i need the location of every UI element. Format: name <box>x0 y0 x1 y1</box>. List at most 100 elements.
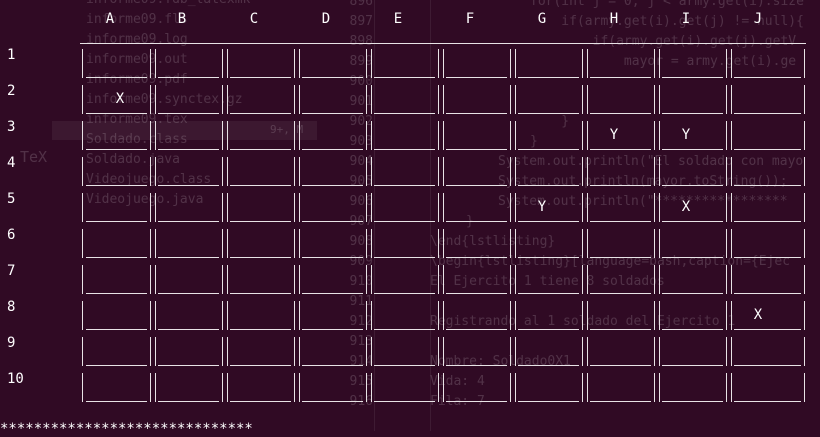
cell-border <box>804 85 805 114</box>
row-label: 9 <box>7 335 16 351</box>
cell-bottom <box>158 329 219 330</box>
column-label: I <box>681 11 691 27</box>
column-label: D <box>321 11 331 27</box>
cell-border <box>443 229 444 258</box>
cell-border <box>366 49 367 78</box>
cell-bottom <box>662 365 723 366</box>
cell-border <box>150 85 151 114</box>
cell-border <box>587 157 588 186</box>
cell-bottom <box>86 401 147 402</box>
cell-border <box>731 229 732 258</box>
cell-border <box>515 337 516 366</box>
cell-bottom <box>734 401 801 402</box>
cell-bottom <box>86 113 147 114</box>
cell-bottom <box>302 293 363 294</box>
cell-bottom <box>230 77 291 78</box>
cell-border <box>371 229 372 258</box>
cell-border <box>587 49 588 78</box>
cell-border <box>659 301 660 330</box>
cell-bottom <box>86 329 147 330</box>
cell-bottom <box>374 365 435 366</box>
cell-border <box>150 193 151 222</box>
cell-border <box>438 193 439 222</box>
cell-border <box>222 301 223 330</box>
cell-border <box>227 301 228 330</box>
cell-border <box>155 121 156 150</box>
cell-border <box>438 157 439 186</box>
cell-border <box>515 265 516 294</box>
cell-bottom <box>230 329 291 330</box>
cell-bottom <box>374 401 435 402</box>
cell-border <box>82 85 83 114</box>
cell-border <box>659 229 660 258</box>
cell-border <box>510 193 511 222</box>
column-label: A <box>105 11 115 27</box>
cell-border <box>222 373 223 402</box>
cell-border <box>366 229 367 258</box>
cell-border <box>515 85 516 114</box>
cell-border <box>582 265 583 294</box>
cell-bottom <box>734 365 801 366</box>
cell-border <box>582 49 583 78</box>
cell-border <box>587 229 588 258</box>
cell-border <box>731 49 732 78</box>
cell-bottom <box>590 113 651 114</box>
cell-bottom <box>518 77 579 78</box>
cell-border <box>587 121 588 150</box>
cell-border <box>438 49 439 78</box>
row-label: 4 <box>7 155 16 171</box>
cell-border <box>294 49 295 78</box>
cell-border <box>659 85 660 114</box>
cell-border <box>366 337 367 366</box>
board-mark-y: Y <box>681 127 691 143</box>
cell-border <box>726 337 727 366</box>
cell-border <box>659 49 660 78</box>
cell-border <box>294 229 295 258</box>
cell-bottom <box>590 77 651 78</box>
board-mark-x: X <box>115 91 125 107</box>
cell-border <box>587 337 588 366</box>
cell-border <box>155 157 156 186</box>
cell-border <box>222 337 223 366</box>
cell-border <box>371 157 372 186</box>
cell-border <box>443 337 444 366</box>
cell-border <box>510 337 511 366</box>
cell-border <box>227 157 228 186</box>
bottom-separator: ****************************** <box>0 421 253 437</box>
cell-border <box>366 265 367 294</box>
cell-border <box>294 157 295 186</box>
cell-bottom <box>662 329 723 330</box>
cell-border <box>510 301 511 330</box>
cell-border <box>510 265 511 294</box>
cell-bottom <box>374 257 435 258</box>
column-label: J <box>753 11 763 27</box>
cell-border <box>515 121 516 150</box>
cell-bottom <box>518 293 579 294</box>
cell-border <box>582 301 583 330</box>
cell-border <box>150 301 151 330</box>
cell-border <box>222 193 223 222</box>
cell-border <box>150 337 151 366</box>
cell-bottom <box>158 401 219 402</box>
cell-border <box>443 121 444 150</box>
cell-bottom <box>158 185 219 186</box>
column-label: C <box>249 11 259 27</box>
cell-border <box>443 373 444 402</box>
board-top-border <box>80 43 806 44</box>
cell-border <box>150 157 151 186</box>
cell-bottom <box>590 221 651 222</box>
cell-border <box>227 229 228 258</box>
cell-border <box>438 301 439 330</box>
row-label: 8 <box>7 299 16 315</box>
cell-border <box>371 121 372 150</box>
cell-bottom <box>662 149 723 150</box>
cell-border <box>804 373 805 402</box>
cell-bottom <box>734 77 801 78</box>
cell-border <box>294 373 295 402</box>
cell-border <box>726 373 727 402</box>
cell-bottom <box>230 293 291 294</box>
cell-border <box>654 373 655 402</box>
cell-border <box>654 337 655 366</box>
cell-border <box>510 85 511 114</box>
cell-bottom <box>518 365 579 366</box>
